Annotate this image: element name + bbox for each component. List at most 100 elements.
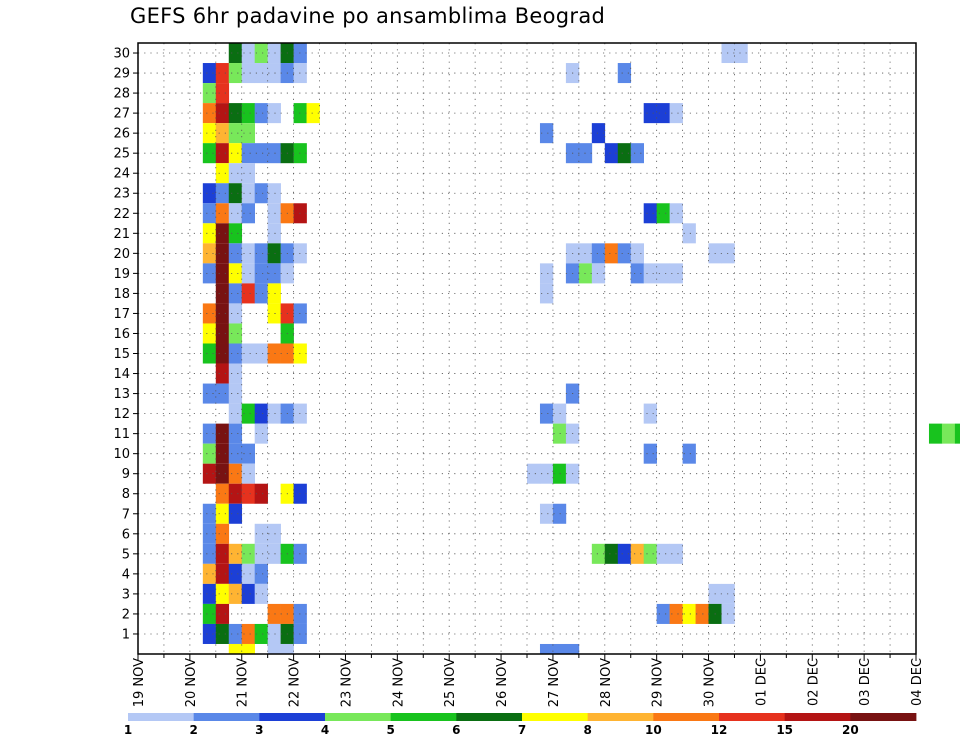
heatmap-cell — [630, 143, 644, 164]
heatmap-cell — [241, 183, 255, 204]
heatmap-cell — [241, 263, 255, 284]
y-tick-label: 21 — [113, 227, 130, 242]
y-tick-label: 29 — [113, 67, 130, 82]
heatmap-cell — [254, 483, 268, 504]
y-axis: 1234567891011121314151617181920212223242… — [113, 47, 138, 642]
color-legend: 1 2 3 4 5 6 7 8 10 12 15 20 — [124, 713, 917, 737]
heatmap-cell — [202, 583, 217, 604]
heatmap-cell — [267, 203, 281, 224]
x-tick-label: 28 NOV — [599, 658, 614, 707]
legend-label: 5 — [386, 723, 394, 737]
heatmap-cell — [656, 203, 670, 224]
x-tick-label: 20 NOV — [184, 658, 199, 707]
heatmap-cell — [682, 603, 696, 624]
heatmap-cell — [202, 623, 217, 644]
heatmap-cell — [630, 243, 644, 264]
heatmap-cell — [215, 603, 230, 624]
heatmap-cell — [215, 343, 230, 364]
x-tick-label: 21 NOV — [236, 658, 251, 707]
heatmap-cell — [643, 203, 657, 224]
heatmap-cell — [254, 283, 268, 304]
heatmap-cell — [682, 443, 696, 464]
heatmap-cell — [254, 423, 268, 444]
legend-swatch — [193, 713, 260, 721]
heatmap-cell — [228, 623, 243, 644]
heatmap-cell — [241, 63, 255, 84]
heatmap-cell — [682, 223, 696, 244]
x-tick-label: 30 NOV — [703, 658, 718, 707]
y-tick-label: 3 — [122, 587, 130, 602]
heatmap-cell — [228, 403, 243, 424]
legend-swatch — [850, 713, 917, 721]
heatmap-cell — [539, 463, 554, 484]
heatmap-cell — [215, 623, 230, 644]
heatmap-cell — [643, 543, 657, 564]
x-tick-label: 29 NOV — [651, 658, 666, 707]
heatmap-cell — [228, 203, 243, 224]
heatmap-cell — [267, 283, 281, 304]
x-tick-label: 22 NOV — [288, 658, 303, 707]
legend-swatch — [784, 713, 851, 721]
heatmap-cell — [215, 63, 230, 84]
heatmap-cell — [241, 643, 255, 654]
heatmap-cell — [241, 203, 255, 224]
heatmap-cell — [267, 603, 281, 624]
y-tick-label: 11 — [113, 427, 130, 442]
y-tick-label: 19 — [113, 267, 130, 282]
y-tick-label: 17 — [113, 307, 130, 322]
heatmap-cell — [228, 303, 243, 324]
heatmap-cell — [228, 103, 243, 124]
x-tick-label: 02 DEC — [806, 658, 821, 706]
heatmap-cell — [267, 103, 281, 124]
heatmap-cell — [669, 203, 683, 224]
heatmap-cell — [643, 403, 657, 424]
heatmap-cell — [228, 183, 243, 204]
legend-swatch — [653, 713, 720, 721]
heatmap-cell — [591, 543, 606, 564]
heatmap-cell — [202, 603, 217, 624]
heatmap-cell — [241, 283, 255, 304]
heatmap-cell — [202, 323, 217, 344]
heatmap-cell — [643, 103, 657, 124]
heatmap-cell — [228, 563, 243, 584]
x-tick-label: 03 DEC — [858, 658, 873, 706]
heatmap-cell — [228, 43, 243, 64]
heatmap-cell — [604, 243, 619, 264]
grid-lines — [138, 43, 916, 654]
heatmap-cell — [215, 223, 230, 244]
heatmap-cell — [228, 343, 243, 364]
heatmap-cell — [215, 443, 230, 464]
legend-label: 10 — [645, 723, 662, 737]
y-tick-label: 22 — [113, 207, 130, 222]
heatmap-cell — [241, 243, 255, 264]
y-tick-label: 16 — [113, 327, 130, 342]
heatmap-cell — [630, 543, 644, 564]
heatmap-cell — [591, 263, 606, 284]
heatmap-cell — [215, 243, 230, 264]
y-tick-label: 24 — [113, 167, 130, 182]
heatmap-cell — [202, 103, 217, 124]
heatmap-cell — [228, 263, 243, 284]
heatmap-cell — [241, 43, 255, 64]
y-tick-label: 20 — [113, 247, 130, 262]
heatmap-cell — [254, 243, 268, 264]
y-tick-label: 14 — [113, 367, 130, 382]
heatmap-cell — [215, 323, 230, 344]
heatmap-cell — [267, 643, 281, 654]
heatmap-cell — [617, 63, 632, 84]
heatmap-cell — [228, 583, 243, 604]
heatmap-cell — [539, 263, 554, 284]
heatmap-cell — [254, 43, 268, 64]
heatmap-cell — [669, 543, 683, 564]
heatmap-cell — [241, 443, 255, 464]
heatmap-cell — [241, 343, 255, 364]
y-tick-label: 28 — [113, 87, 130, 102]
heatmap-cell — [202, 523, 217, 544]
legend-swatch — [325, 713, 392, 721]
legend-swatch — [587, 713, 654, 721]
heatmap-cell — [280, 643, 294, 654]
heatmap-cell — [656, 603, 670, 624]
heatmap-cell — [202, 443, 217, 464]
y-tick-label: 10 — [113, 447, 130, 462]
heatmap-cell — [656, 263, 670, 284]
